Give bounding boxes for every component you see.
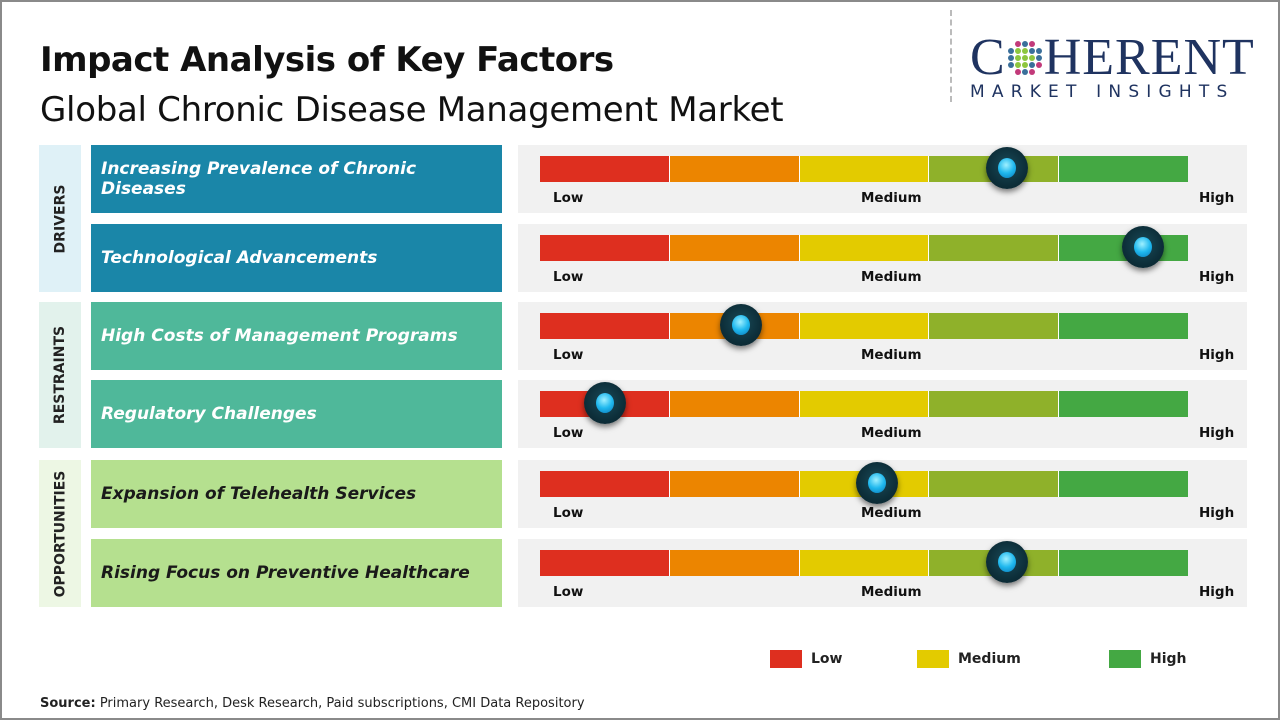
- impact-scale-bar: [540, 550, 1188, 576]
- legend-medium: Medium: [917, 650, 1021, 668]
- scale-segment: [799, 235, 930, 261]
- impact-scale-bar: [540, 156, 1188, 182]
- coherent-logo: C HERENT MARKET INSIGHTS: [970, 29, 1255, 103]
- impact-marker-knob: [855, 462, 898, 504]
- impact-gauge: Low Medium High: [518, 380, 1247, 448]
- impact-scale-bar: [540, 471, 1188, 497]
- impact-marker-knob: [719, 304, 762, 346]
- impact-gauge: Low Medium High: [518, 539, 1247, 607]
- scale-label-medium: Medium: [861, 505, 922, 521]
- legend-swatch: [1109, 650, 1141, 668]
- source-note: Source: Primary Research, Desk Research,…: [40, 696, 585, 711]
- legend-low: Low: [770, 650, 842, 668]
- scale-label-high: High: [1199, 269, 1235, 285]
- impact-gauge: Low Medium High: [518, 224, 1247, 292]
- scale-segment: [1059, 550, 1188, 576]
- divider: [950, 10, 952, 102]
- impact-marker-knob: [985, 541, 1028, 583]
- scale-segment: [799, 156, 930, 182]
- scale-segment: [669, 471, 800, 497]
- scale-segment: [540, 235, 670, 261]
- impact-marker-knob: [1121, 226, 1164, 268]
- scale-segment: [1059, 471, 1188, 497]
- legend-swatch: [917, 650, 949, 668]
- impact-scale-bar: [540, 313, 1188, 339]
- scale-segment: [669, 391, 800, 417]
- scale-label-medium: Medium: [861, 425, 922, 441]
- factor-label: Regulatory Challenges: [91, 380, 502, 448]
- scale-label-low: Low: [553, 505, 584, 521]
- scale-label-high: High: [1199, 505, 1235, 521]
- scale-label-low: Low: [553, 190, 584, 206]
- impact-scale-bar: [540, 235, 1188, 261]
- scale-segment: [799, 550, 930, 576]
- impact-gauge: Low Medium High: [518, 460, 1247, 528]
- factor-label: Increasing Prevalence of Chronic Disease…: [91, 145, 502, 213]
- scale-label-medium: Medium: [861, 269, 922, 285]
- impact-gauge: Low Medium High: [518, 145, 1247, 213]
- page-title: Impact Analysis of Key Factors: [40, 40, 614, 80]
- scale-segment: [1059, 156, 1188, 182]
- scale-segment: [929, 313, 1060, 339]
- page-subtitle: Global Chronic Disease Management Market: [40, 90, 784, 130]
- factor-label: Rising Focus on Preventive Healthcare: [91, 539, 502, 607]
- group-label-drivers: DRIVERS: [39, 145, 81, 292]
- scale-label-low: Low: [553, 425, 584, 441]
- scale-label-high: High: [1199, 584, 1235, 600]
- scale-segment: [1059, 391, 1188, 417]
- impact-gauge: Low Medium High: [518, 302, 1247, 370]
- impact-marker-knob: [985, 147, 1028, 189]
- scale-segment: [799, 313, 930, 339]
- scale-label-low: Low: [553, 269, 584, 285]
- scale-segment: [669, 550, 800, 576]
- scale-label-high: High: [1199, 190, 1235, 206]
- scale-label-medium: Medium: [861, 584, 922, 600]
- factor-label: Expansion of Telehealth Services: [91, 460, 502, 528]
- factor-label: High Costs of Management Programs: [91, 302, 502, 370]
- scale-segment: [540, 156, 670, 182]
- scale-label-high: High: [1199, 425, 1235, 441]
- legend-swatch: [770, 650, 802, 668]
- scale-label-medium: Medium: [861, 347, 922, 363]
- scale-segment: [1059, 313, 1188, 339]
- scale-segment: [799, 391, 930, 417]
- scale-segment: [669, 235, 800, 261]
- scale-label-medium: Medium: [861, 190, 922, 206]
- scale-segment: [929, 235, 1060, 261]
- legend-high: High: [1109, 650, 1187, 668]
- scale-label-low: Low: [553, 584, 584, 600]
- globe-icon: [1007, 41, 1042, 75]
- scale-segment: [540, 471, 670, 497]
- scale-segment: [669, 156, 800, 182]
- scale-segment: [540, 550, 670, 576]
- scale-segment: [929, 391, 1060, 417]
- factor-label: Technological Advancements: [91, 224, 502, 292]
- impact-marker-knob: [583, 382, 626, 424]
- group-label-opportunities: OPPORTUNITIES: [39, 460, 81, 607]
- scale-label-high: High: [1199, 347, 1235, 363]
- scale-segment: [929, 471, 1060, 497]
- impact-scale-bar: [540, 391, 1188, 417]
- group-label-restraints: RESTRAINTS: [39, 302, 81, 448]
- scale-segment: [540, 313, 670, 339]
- scale-label-low: Low: [553, 347, 584, 363]
